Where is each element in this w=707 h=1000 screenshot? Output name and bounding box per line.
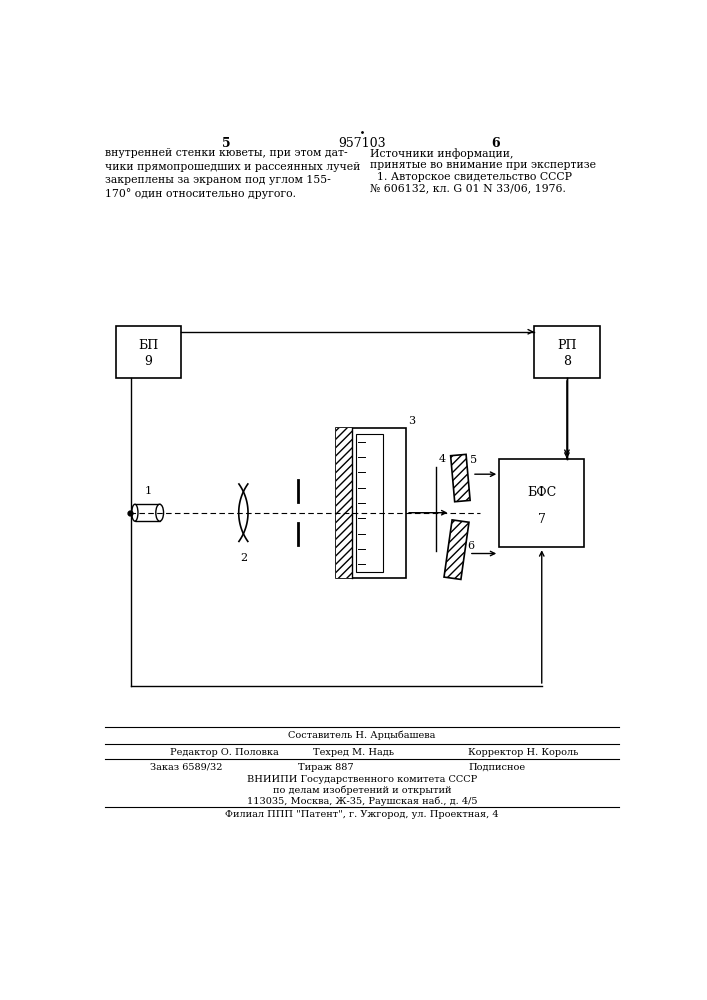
Text: Подписное: Подписное [468,763,525,772]
Text: БП: БП [139,339,158,352]
Bar [356,434,383,572]
Bar [499,459,585,547]
Bar [337,428,352,578]
Ellipse shape [156,504,163,521]
Text: 6: 6 [467,541,474,551]
Text: 5: 5 [470,455,477,465]
Text: 6: 6 [491,137,500,150]
Text: 1: 1 [144,486,151,496]
Text: 7: 7 [538,513,546,526]
Text: 113035, Москва, Ж-35, Раушская наб., д. 4/5: 113035, Москва, Ж-35, Раушская наб., д. … [247,796,477,806]
Text: внутренней стенки кюветы, при этом дат-
чики прямопрошедших и рассеянных лучей
з: внутренней стенки кюветы, при этом дат- … [105,148,361,199]
Polygon shape [444,520,469,579]
Text: Составитель Н. Арцыбашева: Составитель Н. Арцыбашева [288,731,436,740]
Bar [135,504,160,521]
Text: 8: 8 [563,355,571,368]
Text: Тираж 887: Тираж 887 [298,763,354,772]
Text: 4: 4 [438,454,446,464]
Text: 1. Авторское свидетельство СССР: 1. Авторское свидетельство СССР [378,172,573,182]
Text: Техред М. Надь: Техред М. Надь [313,748,394,757]
Text: 5: 5 [222,137,230,150]
Bar [337,428,406,578]
Text: Редактор О. Половка: Редактор О. Половка [170,748,279,757]
Text: принятые во внимание при экспертизе: принятые во внимание при экспертизе [370,160,596,170]
Bar [534,326,600,378]
Text: № 606132, кл. G 01 N 33/06, 1976.: № 606132, кл. G 01 N 33/06, 1976. [370,183,566,193]
Text: 2: 2 [240,553,247,563]
Text: 3: 3 [409,416,416,426]
Polygon shape [450,454,470,502]
Text: БФС: БФС [527,486,556,499]
Text: Филиал ППП "Патент", г. Ужгород, ул. Проектная, 4: Филиал ППП "Патент", г. Ужгород, ул. Про… [225,810,498,819]
Text: ВНИИПИ Государственного комитета СССР: ВНИИПИ Государственного комитета СССР [247,774,477,784]
Text: Корректор Н. Король: Корректор Н. Король [468,748,578,757]
Ellipse shape [132,504,138,521]
Text: Источники информации,: Источники информации, [370,148,513,159]
Text: 957103: 957103 [338,137,386,150]
Text: Заказ 6589/32: Заказ 6589/32 [151,763,223,772]
Text: РП: РП [557,339,577,352]
Bar [115,326,182,378]
Text: 9: 9 [144,355,153,368]
Text: по делам изобретений и открытий: по делам изобретений и открытий [273,785,451,795]
